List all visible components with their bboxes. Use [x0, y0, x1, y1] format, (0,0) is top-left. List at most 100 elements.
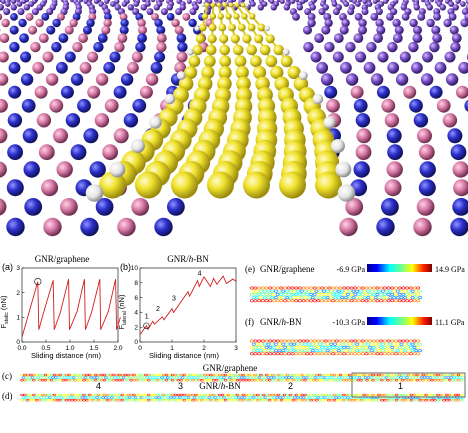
- substrate-atom: [139, 85, 153, 99]
- y-tick-label: 2: [16, 290, 20, 297]
- strip-cell: [32, 393, 36, 397]
- strip-cell: [433, 373, 437, 377]
- mesh-cell: [333, 296, 337, 300]
- strip-cell: [433, 393, 437, 397]
- mesh-cell: [316, 286, 321, 290]
- gnr-atom: [265, 34, 275, 44]
- strip-cell: [327, 373, 331, 377]
- substrate-atom: [384, 113, 400, 128]
- gnr-atom: [247, 23, 256, 32]
- strip-cell: [138, 379, 142, 382]
- gnr-atom: [198, 23, 207, 32]
- strip-cell: [20, 393, 24, 397]
- strip-cell: [54, 396, 58, 399]
- strip-cell: [153, 393, 157, 397]
- mesh-cell: [347, 342, 352, 346]
- substrate-atom: [450, 41, 461, 53]
- mesh-cell: [395, 289, 400, 293]
- strip-cell: [48, 396, 52, 399]
- mesh-cell: [309, 345, 313, 349]
- strip-cell: [37, 379, 42, 382]
- substrate-atom: [175, 8, 183, 16]
- strip-cell: [309, 398, 313, 402]
- substrate-atom: [80, 217, 99, 237]
- mesh-cell: [386, 352, 391, 356]
- mesh-cell: [412, 352, 417, 356]
- mesh-cell: [390, 339, 395, 343]
- mesh-cell: [342, 339, 347, 343]
- strip-cell: [82, 398, 86, 402]
- strip-cell: [167, 373, 172, 377]
- strip-cell: [170, 393, 175, 397]
- panel-b-ylabel: Flateral (nN): [118, 294, 128, 329]
- strip-cell: [421, 373, 425, 377]
- strip-cell: [110, 396, 114, 399]
- substrate-atom: [347, 8, 355, 16]
- y-tick-label: 0: [16, 339, 20, 346]
- strip-cell: [132, 393, 136, 397]
- substrate-atom: [20, 51, 32, 63]
- mesh-cell: [298, 352, 302, 356]
- strip-cell: [48, 376, 52, 379]
- mesh-cell: [320, 339, 325, 343]
- mesh-cell: [257, 286, 262, 290]
- strip-cell: [343, 376, 347, 379]
- strip-cell: [297, 393, 301, 397]
- strip-cell: [204, 376, 209, 379]
- substrate-atom: [60, 85, 74, 99]
- hydrogen-atom: [201, 3, 205, 7]
- strip-cell: [234, 376, 238, 379]
- strip-cell: [400, 373, 405, 377]
- strip-cell: [330, 393, 334, 397]
- strip-cell: [406, 393, 411, 397]
- strip-cell: [98, 376, 102, 379]
- strip-cell: [418, 373, 422, 377]
- strip-cell: [451, 398, 455, 402]
- strip-cell: [245, 396, 250, 399]
- strip-cell: [318, 373, 322, 377]
- strip-cell: [209, 398, 213, 402]
- substrate-atom: [94, 113, 110, 128]
- substrate-atom: [179, 4, 186, 11]
- panel-a-ylabel: Fstatic (nN): [0, 295, 10, 328]
- strip-cell: [424, 398, 428, 402]
- strip-cell: [427, 398, 431, 402]
- mesh-cell: [360, 352, 365, 356]
- strip-cell: [161, 379, 166, 382]
- strip-cell: [182, 398, 187, 402]
- strip-cell: [39, 396, 43, 399]
- strip-cell: [74, 396, 79, 399]
- strip-cell: [245, 376, 250, 379]
- strip-cell: [327, 379, 331, 382]
- strip-cell: [365, 373, 369, 377]
- strip-cell: [67, 373, 71, 377]
- strip-cell: [161, 393, 166, 397]
- strip-cell: [306, 393, 310, 397]
- mesh-cell: [312, 299, 317, 303]
- gnr-atom: [240, 2, 246, 8]
- strip-cell: [206, 398, 210, 402]
- mesh-cell: [355, 342, 360, 346]
- substrate-atom: [53, 128, 68, 144]
- strip-cell: [203, 373, 207, 377]
- strip-cell: [198, 396, 203, 399]
- strip-cell: [371, 393, 375, 397]
- substrate-atom: [69, 18, 78, 28]
- strip-cell: [244, 398, 248, 402]
- mesh-cell: [327, 352, 332, 356]
- strip-cell: [448, 393, 452, 397]
- substrate-atom: [450, 217, 468, 237]
- mesh-cell: [381, 289, 385, 293]
- strip-cell: [303, 393, 307, 397]
- marker-d-3: 3: [178, 381, 183, 391]
- mesh-cell: [340, 289, 345, 293]
- strip-cell: [232, 373, 237, 377]
- strip-cell: [356, 393, 360, 397]
- strip-cell: [244, 373, 248, 377]
- substrate-atom: [38, 144, 55, 161]
- mesh-cell: [318, 289, 323, 293]
- mesh-cell: [390, 299, 395, 303]
- strip-cell: [284, 396, 288, 399]
- mesh-cell: [373, 349, 378, 353]
- strip-cell: [195, 376, 200, 379]
